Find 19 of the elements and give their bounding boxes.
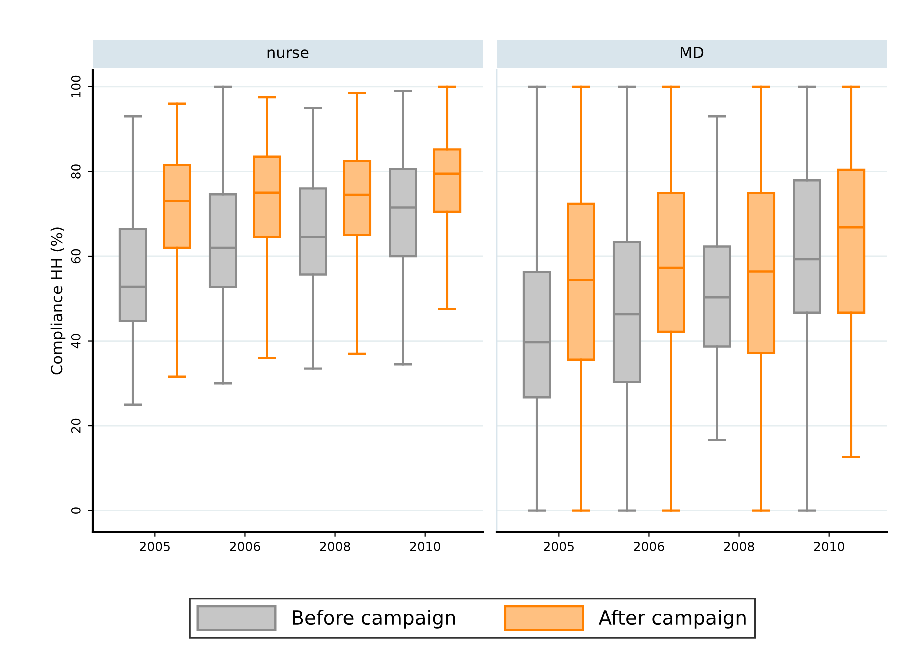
y-tick-label: 100 [71,76,81,98]
y-axis-title: Compliance HH (%) [50,228,66,375]
legend-label: Before campaign [293,610,456,629]
x-tick-label: 2010 [410,542,440,552]
y-tick-label: 80 [71,164,81,179]
x-tick-label: 2006 [634,542,664,552]
legend-label: After campaign [598,610,746,629]
x-tick-label: 2008 [724,542,754,552]
x-tick-label: 2005 [140,542,170,552]
x-tick-label: 2008 [320,542,350,552]
x-tick-label: 2005 [544,542,574,552]
y-tick-label: 0 [71,508,81,514]
y-tick-label: 60 [71,249,81,264]
y-tick-label: 40 [71,334,81,349]
x-tick-label: 2010 [814,542,844,552]
chart-title: nurse [268,50,309,58]
chart-title: MD [681,47,704,58]
y-tick-label: 20 [71,418,81,434]
x-tick-label: 2006 [230,542,260,552]
